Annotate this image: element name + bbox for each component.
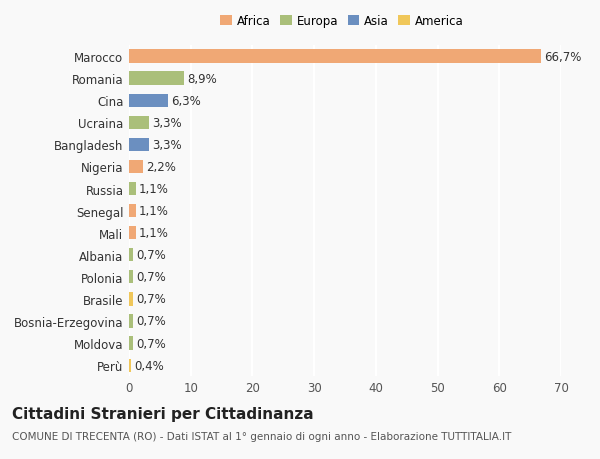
- Text: 1,1%: 1,1%: [139, 227, 169, 240]
- Text: 6,3%: 6,3%: [171, 95, 201, 107]
- Text: 3,3%: 3,3%: [152, 117, 182, 129]
- Legend: Africa, Europa, Asia, America: Africa, Europa, Asia, America: [218, 13, 466, 30]
- Text: 0,7%: 0,7%: [136, 271, 166, 284]
- Bar: [129, 337, 133, 350]
- Text: 8,9%: 8,9%: [187, 73, 217, 85]
- Text: 2,2%: 2,2%: [146, 161, 176, 174]
- Bar: [129, 95, 168, 107]
- Bar: [129, 249, 133, 262]
- Bar: [129, 183, 136, 196]
- Bar: [129, 315, 133, 328]
- Bar: [129, 359, 131, 372]
- Text: 1,1%: 1,1%: [139, 183, 169, 196]
- Text: 0,7%: 0,7%: [136, 337, 166, 350]
- Bar: [129, 227, 136, 240]
- Bar: [129, 50, 541, 63]
- Text: COMUNE DI TRECENTA (RO) - Dati ISTAT al 1° gennaio di ogni anno - Elaborazione T: COMUNE DI TRECENTA (RO) - Dati ISTAT al …: [12, 431, 511, 442]
- Bar: [129, 205, 136, 218]
- Bar: [129, 271, 133, 284]
- Bar: [129, 117, 149, 129]
- Bar: [129, 139, 149, 151]
- Bar: [129, 73, 184, 85]
- Text: 66,7%: 66,7%: [544, 50, 581, 63]
- Bar: [129, 293, 133, 306]
- Text: Cittadini Stranieri per Cittadinanza: Cittadini Stranieri per Cittadinanza: [12, 406, 314, 421]
- Text: 3,3%: 3,3%: [152, 139, 182, 151]
- Text: 0,4%: 0,4%: [134, 359, 164, 372]
- Text: 1,1%: 1,1%: [139, 205, 169, 218]
- Text: 0,7%: 0,7%: [136, 315, 166, 328]
- Bar: [129, 161, 143, 174]
- Text: 0,7%: 0,7%: [136, 249, 166, 262]
- Text: 0,7%: 0,7%: [136, 293, 166, 306]
